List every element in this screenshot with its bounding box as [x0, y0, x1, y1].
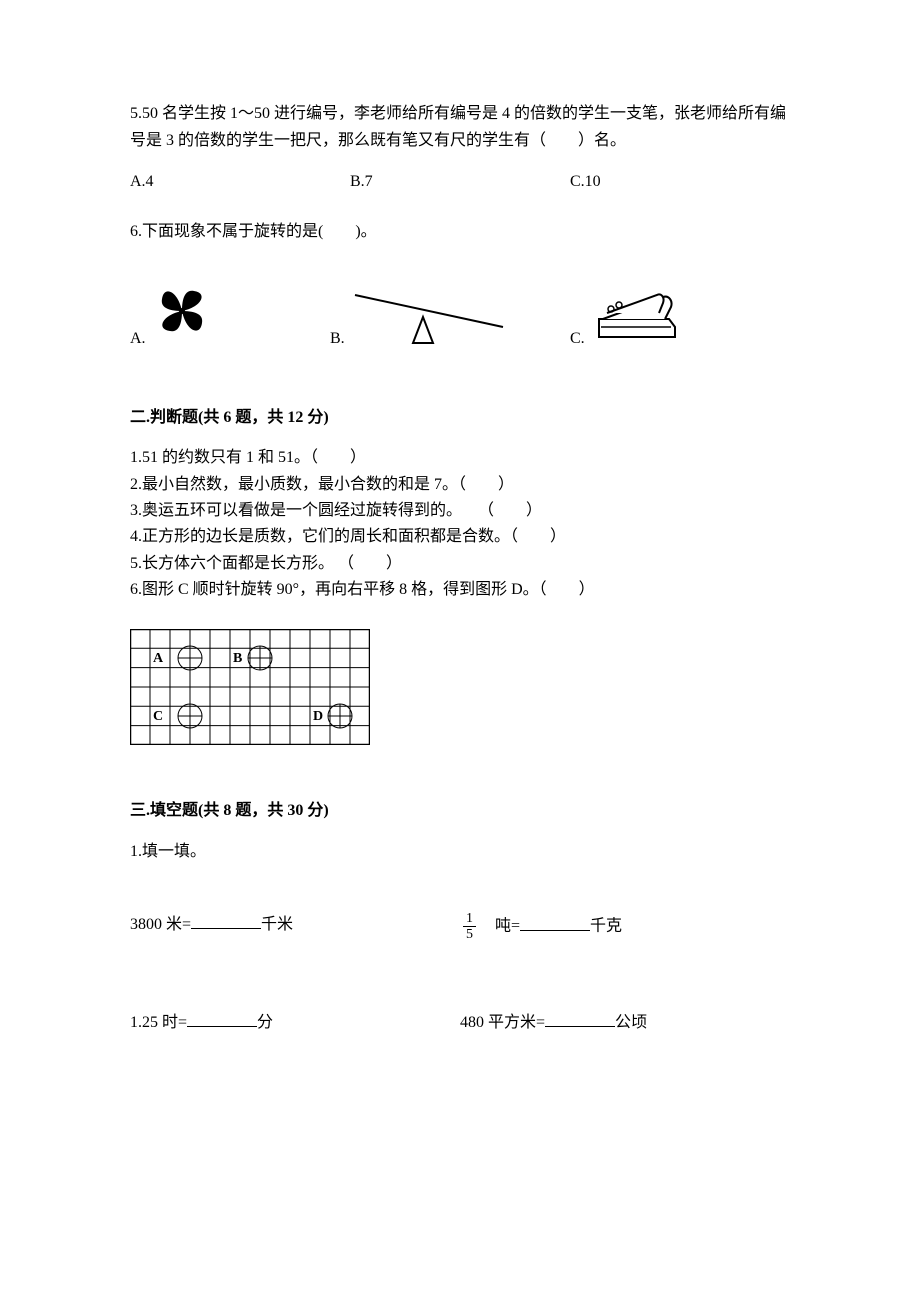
fill-1-left-prefix: 3800 米=: [130, 916, 191, 933]
fraction-den: 5: [463, 927, 476, 942]
fill-row-1: 3800 米= 千米 15 吨= 千克: [130, 911, 790, 943]
option-6c: C.: [570, 267, 770, 358]
section-3-title: 三.填空题(共 8 题，共 30 分): [130, 797, 790, 824]
fill-2-right-suffix: 公顷: [615, 1014, 647, 1031]
question-6-text: 6.下面现象不属于旋转的是( )。: [130, 218, 790, 245]
fraction-icon: 15: [463, 911, 476, 943]
fill-1-right-mid: 吨=: [479, 918, 520, 935]
svg-text:D: D: [313, 709, 323, 724]
fill-2-left-prefix: 1.25 时=: [130, 1014, 187, 1031]
fill-row-2: 1.25 时= 分 480 平方米= 公顷: [130, 1009, 790, 1036]
question-6-options: A. B.: [130, 267, 790, 358]
fill-blank: [520, 915, 590, 931]
option-6c-label: C.: [570, 325, 585, 358]
judge-item-2: 2.最小自然数，最小质数，最小合数的和是 7。（ ）: [130, 472, 790, 498]
question-5-options: A.4 B.7 C.10: [130, 168, 790, 195]
seesaw-icon: [349, 277, 509, 358]
option-6b: B.: [330, 277, 570, 358]
fill-1-left: 3800 米= 千米: [130, 911, 460, 943]
fill-2-left: 1.25 时= 分: [130, 1009, 460, 1036]
grid-figure: A B C D: [130, 629, 790, 754]
judge-item-1: 1.51 的约数只有 1 和 51。（ ）: [130, 445, 790, 471]
judge-list: 1.51 的约数只有 1 和 51。（ ） 2.最小自然数，最小质数，最小合数的…: [130, 445, 790, 603]
fill-2-left-suffix: 分: [257, 1014, 273, 1031]
option-5a: A.4: [130, 168, 350, 195]
fill-q1-text: 1.填一填。: [130, 838, 790, 865]
svg-text:A: A: [153, 651, 164, 666]
option-5b: B.7: [350, 168, 570, 195]
fill-2-right: 480 平方米= 公顷: [460, 1009, 790, 1036]
fraction-num: 1: [463, 911, 476, 927]
fan-icon: [150, 271, 214, 358]
stapler-icon: [589, 267, 679, 358]
question-5: 5.50 名学生按 1～50 进行编号，李老师给所有编号是 4 的倍数的学生一支…: [130, 100, 790, 196]
svg-text:B: B: [233, 651, 242, 666]
fill-1-left-suffix: 千米: [261, 916, 293, 933]
option-6b-label: B.: [330, 325, 345, 358]
option-5c: C.10: [570, 168, 790, 195]
judge-item-6: 6.图形 C 顺时针旋转 90°，再向右平移 8 格，得到图形 D。（ ）: [130, 577, 790, 603]
judge-item-5: 5.长方体六个面都是长方形。 （ ）: [130, 551, 790, 577]
fill-blank: [545, 1011, 615, 1027]
fill-blank: [187, 1011, 257, 1027]
section-2-title: 二.判断题(共 6 题，共 12 分): [130, 404, 790, 431]
fill-1-right-suffix: 千克: [590, 918, 622, 935]
fill-blank: [191, 913, 261, 929]
question-5-text: 5.50 名学生按 1～50 进行编号，李老师给所有编号是 4 的倍数的学生一支…: [130, 100, 790, 154]
judge-item-3: 3.奥运五环可以看做是一个圆经过旋转得到的。 （ ）: [130, 498, 790, 524]
judge-item-4: 4.正方形的边长是质数，它们的周长和面积都是合数。（ ）: [130, 524, 790, 550]
svg-text:C: C: [153, 709, 163, 724]
option-6a-label: A.: [130, 325, 146, 358]
fill-2-right-prefix: 480 平方米=: [460, 1014, 545, 1031]
option-6a: A.: [130, 271, 330, 358]
fill-1-right: 15 吨= 千克: [460, 911, 790, 943]
question-6: 6.下面现象不属于旋转的是( )。 A. B.: [130, 218, 790, 358]
